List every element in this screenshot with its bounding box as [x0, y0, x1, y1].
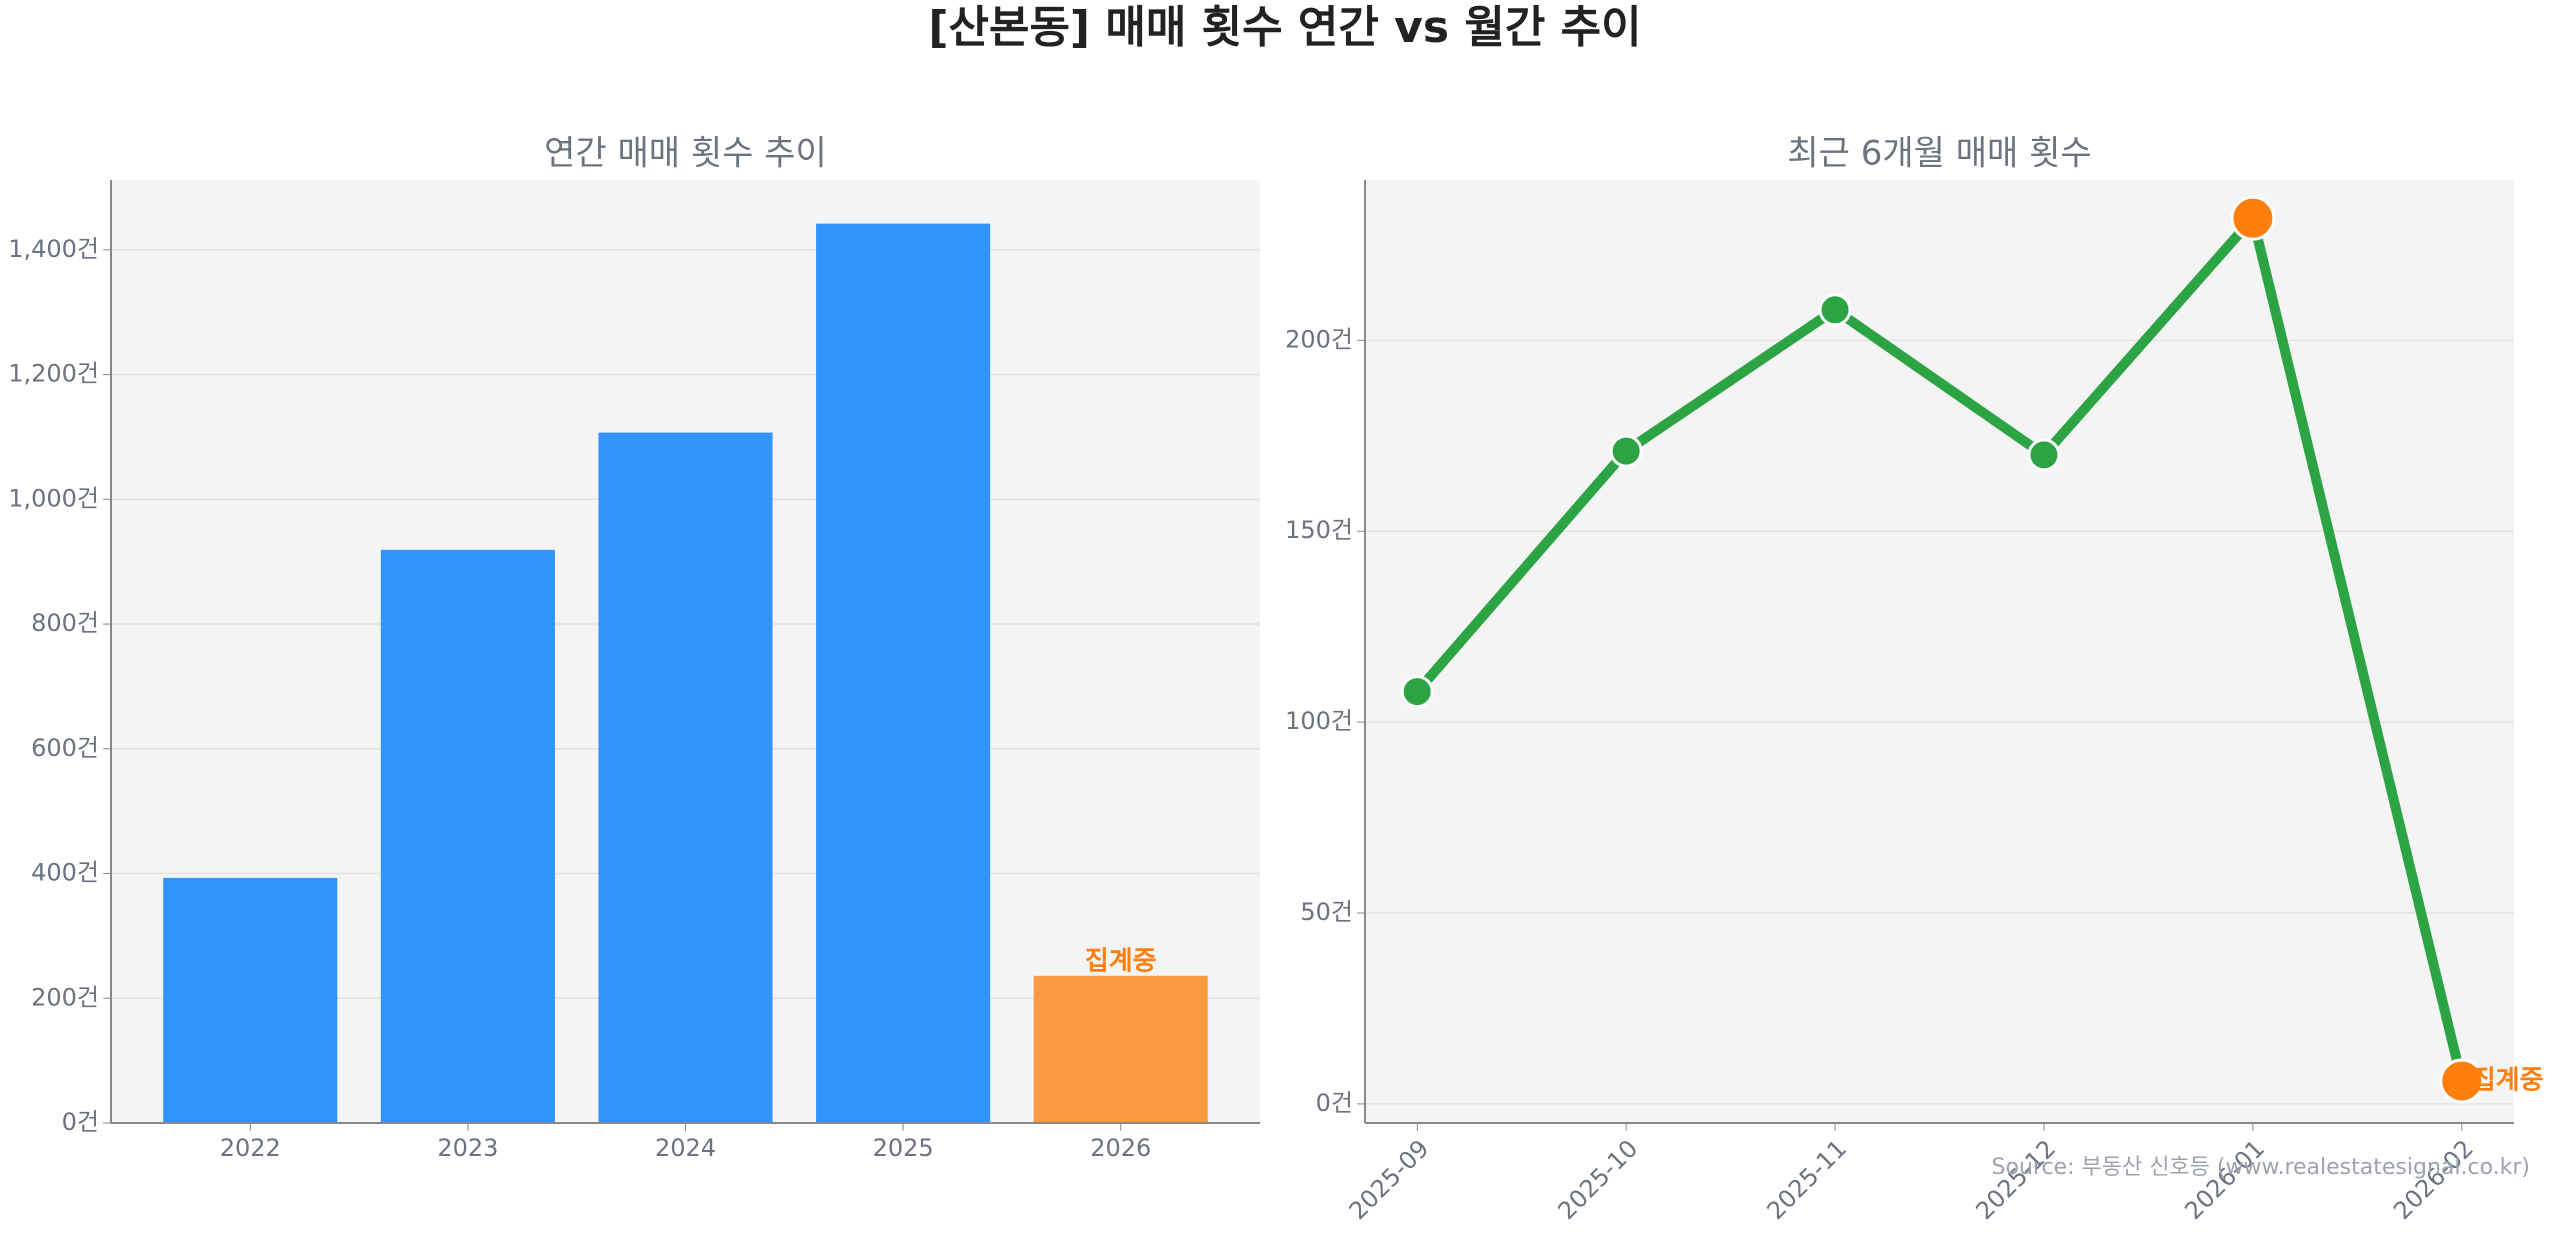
- point: [1609, 434, 1643, 468]
- point: [2027, 438, 2061, 472]
- y-tick-label: 600건: [31, 734, 99, 762]
- bar: [816, 223, 991, 1123]
- y-tick-label: 200건: [1285, 325, 1353, 353]
- y-tick-label: 100건: [1285, 707, 1353, 735]
- point: [1818, 293, 1852, 327]
- x-tick-label: 2024: [655, 1134, 716, 1162]
- plot-area: [1365, 180, 2514, 1123]
- bar: [163, 877, 338, 1123]
- y-tick-label: 0건: [62, 1108, 99, 1136]
- annotation: 집계중: [2472, 1066, 2544, 1096]
- x-tick-label: 2025-10: [1553, 1134, 1644, 1225]
- x-tick-label: 2025-09: [1344, 1134, 1435, 1225]
- bar: [380, 549, 555, 1123]
- chart-title: 최근 6개월 매매 횟수: [1787, 134, 2091, 174]
- x-tick-label: 2025-11: [1762, 1134, 1853, 1225]
- x-tick-label: 2022: [220, 1134, 281, 1162]
- y-tick-label: 400건: [31, 859, 99, 887]
- bar: [1033, 975, 1208, 1123]
- y-tick-label: 1,400건: [8, 235, 99, 263]
- annotation: 집계중: [1085, 946, 1157, 976]
- figure-title: [산본동] 매매 횟수 연간 vs 월간 추이: [928, 2, 1641, 53]
- y-tick-label: 1,200건: [8, 360, 99, 388]
- y-tick-label: 1,000건: [8, 484, 99, 512]
- y-tick-label: 50건: [1300, 898, 1353, 926]
- x-tick-label: 2026: [1090, 1134, 1151, 1162]
- y-tick-label: 150건: [1285, 516, 1353, 544]
- y-tick-label: 800건: [31, 609, 99, 637]
- y-tick-label: 0건: [1316, 1089, 1353, 1117]
- x-tick-label: 2025: [873, 1134, 934, 1162]
- bar: [598, 432, 773, 1123]
- point: [1400, 675, 1434, 709]
- line: [1413, 213, 2467, 1083]
- y-tick-label: 200건: [31, 983, 99, 1011]
- point: [2439, 1058, 2485, 1104]
- source-note: Source: 부동산 신호등 (www.realestatesignal.co…: [1992, 1155, 2530, 1180]
- point: [2230, 195, 2276, 241]
- x-tick-label: 2023: [437, 1134, 498, 1162]
- chart-title: 연간 매매 횟수 추이: [544, 134, 827, 174]
